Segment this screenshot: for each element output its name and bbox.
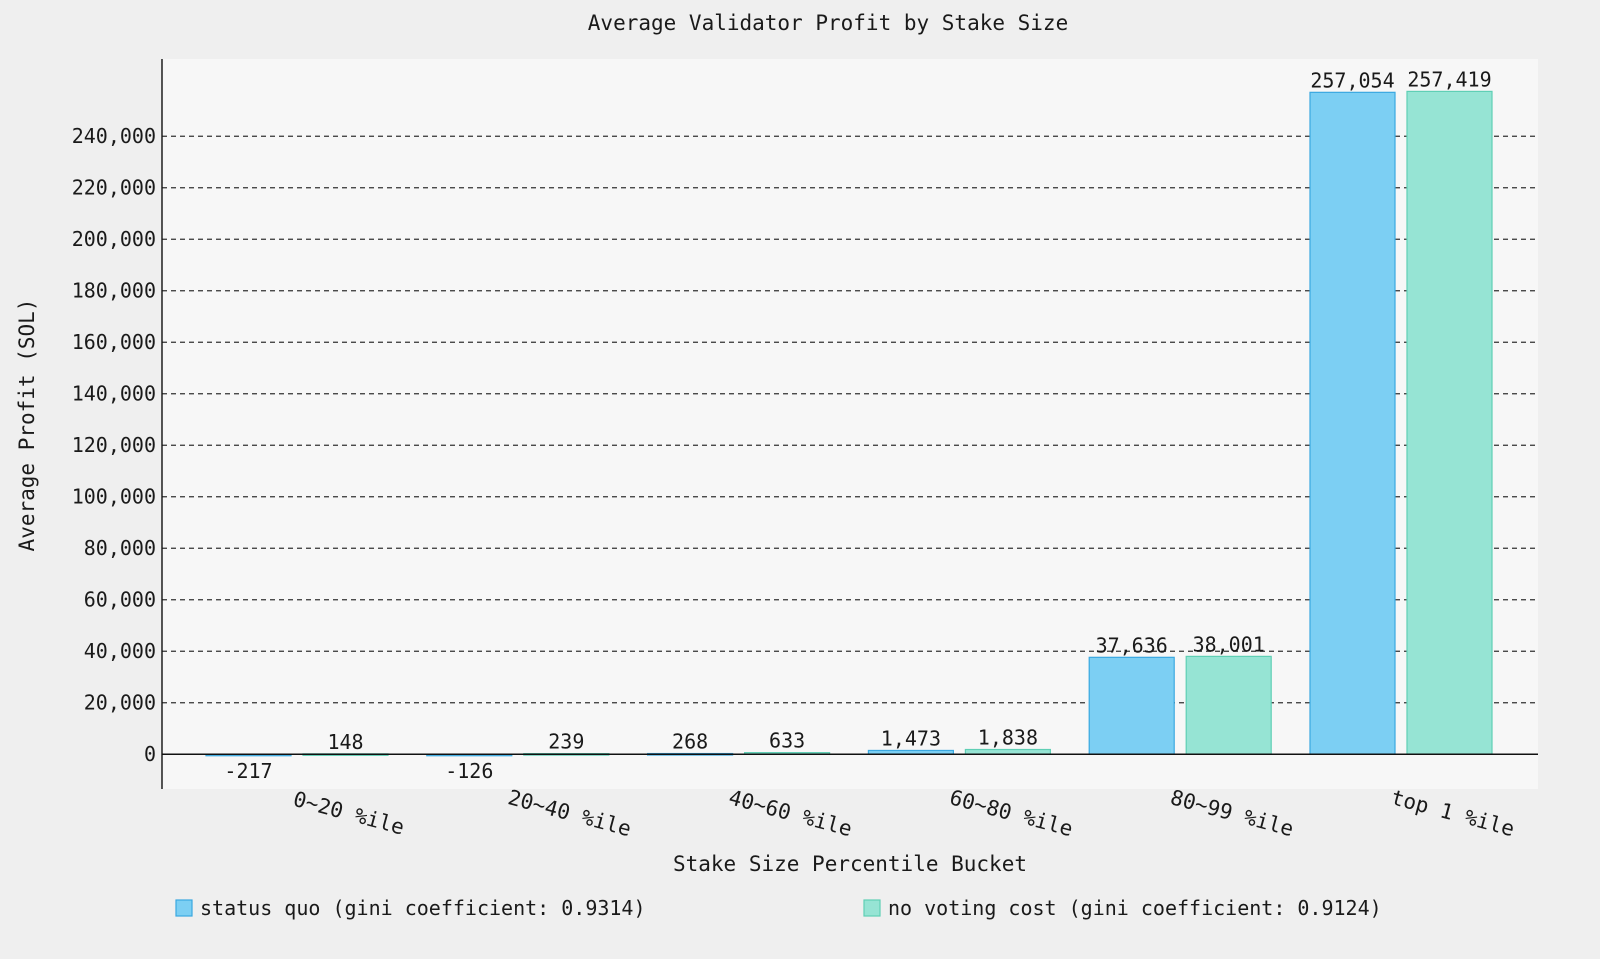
- x-tick-labels: 0~20 %ile 20~40 %ile 40~60 %ile 60~80 %ile 8…: [291, 785, 1517, 841]
- grid-lines: [162, 135, 1538, 704]
- data-label-0-20-ile-series-1: 148: [327, 730, 363, 754]
- y-tick-label: 60,000: [84, 588, 156, 612]
- data-label-60-80-ile-series-1: 1,838: [978, 726, 1038, 750]
- legend-swatch-no-voting-cost: [863, 899, 881, 917]
- chart-title: Average Validator Profit by Stake Size: [588, 11, 1068, 35]
- y-tick-label: 200,000: [72, 227, 156, 251]
- y-tick-label: 120,000: [72, 433, 156, 457]
- y-tick-label: 180,000: [72, 279, 156, 303]
- axes: [161, 59, 1538, 789]
- bar-top-1-ile-series-1: [1406, 90, 1493, 755]
- data-label-top-1-ile-series-1: 257,419: [1407, 67, 1491, 91]
- y-tick-label: 80,000: [84, 536, 156, 560]
- bar-60-80-ile-series-1: [964, 748, 1052, 755]
- x-tick-label-40-60-ile: 40~60 %ile: [726, 785, 854, 841]
- legend-item-no-voting-cost: no voting cost (gini coefficient: 0.9124…: [863, 896, 1382, 920]
- data-label-20-40-ile-series-1: 239: [548, 730, 584, 754]
- x-tick-label-60-80-ile: 60~80 %ile: [947, 785, 1075, 841]
- x-tick-label-80-99-ile: 80~99 %ile: [1168, 785, 1296, 841]
- data-label-60-80-ile-series-0: 1,473: [881, 726, 941, 750]
- bar-80-99-ile-series-0: [1088, 656, 1175, 755]
- y-tick-label: 240,000: [72, 124, 156, 148]
- data-label-80-99-ile-series-0: 37,636: [1096, 633, 1168, 657]
- data-labels: -217 148 -126 239 268 633 1,473 1,838 37,636 38,0…: [224, 67, 1491, 783]
- data-label-40-60-ile-series-0: 268: [672, 730, 708, 754]
- y-tick-label: 20,000: [84, 691, 156, 715]
- bar-80-99-ile-series-1: [1185, 655, 1272, 755]
- x-tick-label-top-1-ile: top 1 %ile: [1389, 785, 1517, 841]
- bars: [205, 90, 1493, 757]
- data-label-0-20-ile-series-0: -217: [224, 759, 272, 783]
- y-tick-label: 140,000: [72, 382, 156, 406]
- data-label-40-60-ile-series-1: 633: [769, 729, 805, 753]
- data-label-20-40-ile-series-0: -126: [445, 759, 493, 783]
- y-tick-label: 100,000: [72, 485, 156, 509]
- legend-label-no-voting-cost: no voting cost (gini coefficient: 0.9124…: [888, 896, 1382, 920]
- bar-top-1-ile-series-0: [1309, 91, 1396, 755]
- legend-swatch-status-quo: [175, 899, 193, 917]
- y-tick-label: 0: [144, 742, 156, 766]
- x-axis-label: Stake Size Percentile Bucket: [673, 852, 1027, 876]
- y-tick-label: 40,000: [84, 639, 156, 663]
- y-axis-label: Average Profit (SOL): [15, 299, 39, 552]
- y-tick-label: 220,000: [72, 176, 156, 200]
- data-label-80-99-ile-series-1: 38,001: [1193, 632, 1265, 656]
- y-tick-label: 160,000: [72, 330, 156, 354]
- x-tick-label-20-40-ile: 20~40 %ile: [505, 785, 633, 841]
- y-tick-labels: 0 20,000 40,000 60,000 80,000 100,000 120,000 1…: [72, 124, 156, 766]
- legend-label-status-quo: status quo (gini coefficient: 0.9314): [200, 896, 646, 920]
- data-label-top-1-ile-series-0: 257,054: [1310, 68, 1394, 92]
- plot-area: [162, 59, 1538, 789]
- legend: status quo (gini coefficient: 0.9314) no…: [175, 896, 1382, 920]
- x-tick-label-0-20-ile: 0~20 %ile: [291, 787, 407, 840]
- legend-item-status-quo: status quo (gini coefficient: 0.9314): [175, 896, 646, 920]
